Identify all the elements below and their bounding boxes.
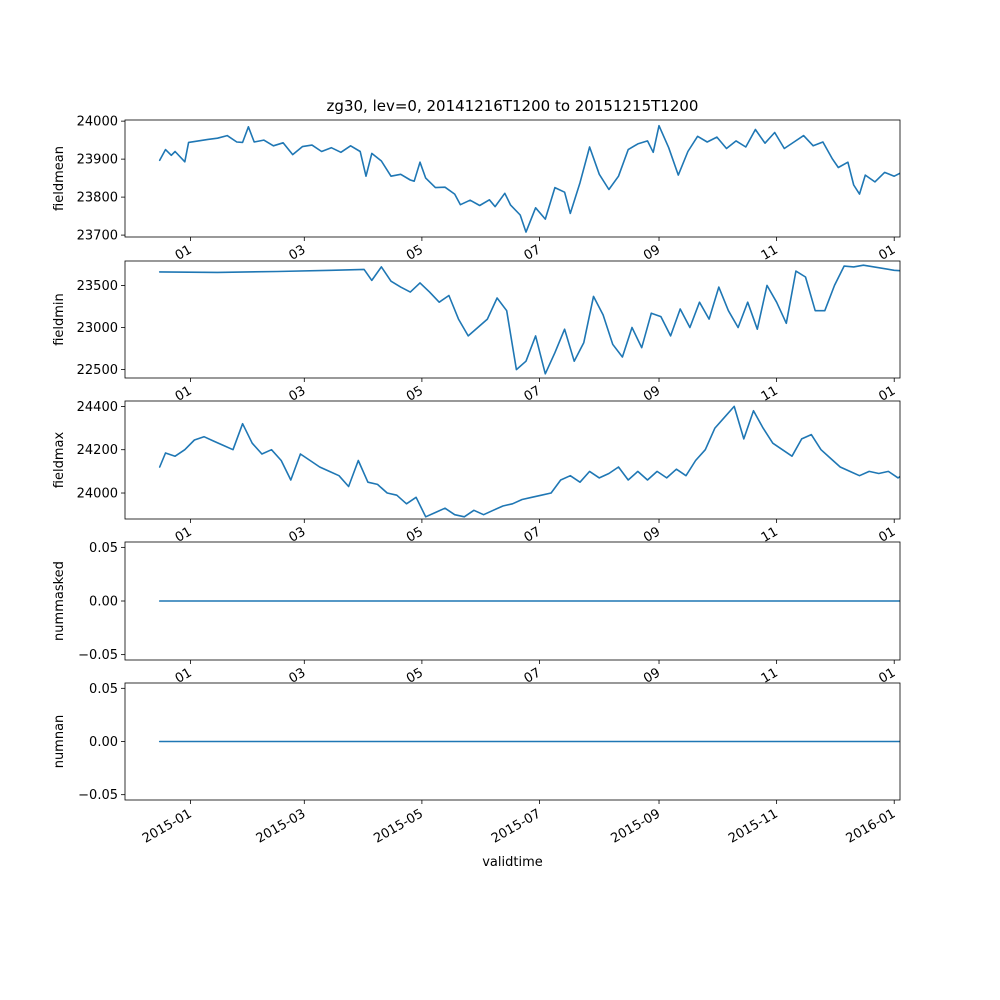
y-tick-label: 23500 — [77, 279, 118, 294]
axis-frame-fieldmin — [124, 260, 901, 379]
axis-frame-fieldmean — [124, 119, 901, 238]
y-tick-label: 22500 — [77, 363, 118, 378]
x-tick-label-overlapped: 05 — [404, 665, 426, 686]
x-tick-label-overlapped: 01 — [876, 242, 898, 263]
x-tick-label-overlapped: 03 — [286, 524, 308, 545]
y-tick-label: 24200 — [77, 443, 118, 458]
x-tick-label-overlapped: 03 — [286, 242, 308, 263]
y-tick-label: 24400 — [77, 400, 118, 415]
chart-title: zg30, lev=0, 20141216T1200 to 20151215T1… — [327, 97, 699, 115]
x-tick-label-overlapped: 01 — [173, 383, 195, 404]
x-tick-label-overlapped: 01 — [876, 383, 898, 404]
x-axis-label: validtime — [482, 855, 543, 870]
x-tick-label-overlapped: 01 — [173, 524, 195, 545]
y-tick-label: 0.05 — [89, 682, 118, 697]
axis-frame-fieldmax — [124, 400, 901, 520]
y-tick-label: −0.05 — [78, 788, 118, 803]
y-tick-label: 0.05 — [89, 541, 118, 556]
y-tick-label: 23000 — [77, 321, 118, 336]
x-tick-label-overlapped: 05 — [404, 242, 426, 263]
subplot-nummasked: −0.05 0.00 0.05 nummasked 01 03 05 07 09 11 01 — [52, 541, 901, 687]
subplot-fieldmean: 23700 23800 23900 24000 fieldmean 01 03 05 07 09 1… — [52, 115, 901, 264]
x-tick-label-overlapped: 09 — [641, 242, 663, 263]
x-tick-label-overlapped: 05 — [404, 383, 426, 404]
x-tick-label-overlapped: 09 — [641, 524, 663, 545]
x-tick-label-overlapped: 11 — [759, 665, 781, 686]
series-line-fieldmin — [158, 264, 900, 375]
x-tick-label-overlapped: 01 — [876, 665, 898, 686]
y-tick-label: −0.05 — [78, 648, 118, 663]
y-tick-label: 0.00 — [89, 595, 118, 610]
x-tick-label-overlapped: 03 — [286, 383, 308, 404]
subplot-fieldmin: 22500 23000 23500 fieldmin 01 03 05 07 09 11 01 — [52, 260, 901, 405]
series-line-fieldmean — [158, 124, 900, 233]
y-tick-label: 23800 — [77, 191, 118, 206]
x-tick-label-overlapped: 11 — [759, 242, 781, 263]
y-tick-label: 24000 — [77, 487, 118, 502]
x-tick-label-overlapped: 11 — [759, 524, 781, 545]
x-tick-label-overlapped: 09 — [641, 665, 663, 686]
y-axis-label-fieldmin: fieldmin — [52, 293, 67, 346]
y-axis-label-fieldmean: fieldmean — [52, 146, 67, 211]
y-tick-label: 24000 — [77, 115, 118, 130]
y-tick-label: 23900 — [77, 153, 118, 168]
x-tick-label-overlapped: 11 — [759, 383, 781, 404]
x-tick-label-overlapped: 09 — [641, 383, 663, 404]
y-tick-label: 0.00 — [89, 735, 118, 750]
x-tick-label-overlapped: 07 — [522, 242, 544, 263]
x-tick-label-overlapped: 07 — [522, 524, 544, 545]
x-tick-label-overlapped: 01 — [173, 242, 195, 263]
subplot-fieldmax: 24000 24200 24400 fieldmax 01 03 05 07 09 11 01 — [52, 400, 901, 546]
series-line-fieldmax — [158, 405, 900, 518]
y-tick-label: 23700 — [77, 229, 118, 244]
x-tick-label-overlapped: 01 — [173, 665, 195, 686]
x-tick-label-overlapped: 05 — [404, 524, 426, 545]
x-tick-label-overlapped: 07 — [522, 665, 544, 686]
x-tick-label-overlapped: 01 — [876, 524, 898, 545]
y-axis-label-numnan: numnan — [52, 715, 67, 769]
x-tick-label-overlapped: 07 — [522, 383, 544, 404]
x-tick-label-overlapped: 03 — [286, 665, 308, 686]
y-axis-label-fieldmax: fieldmax — [52, 432, 67, 489]
y-axis-label-nummasked: nummasked — [52, 561, 67, 641]
